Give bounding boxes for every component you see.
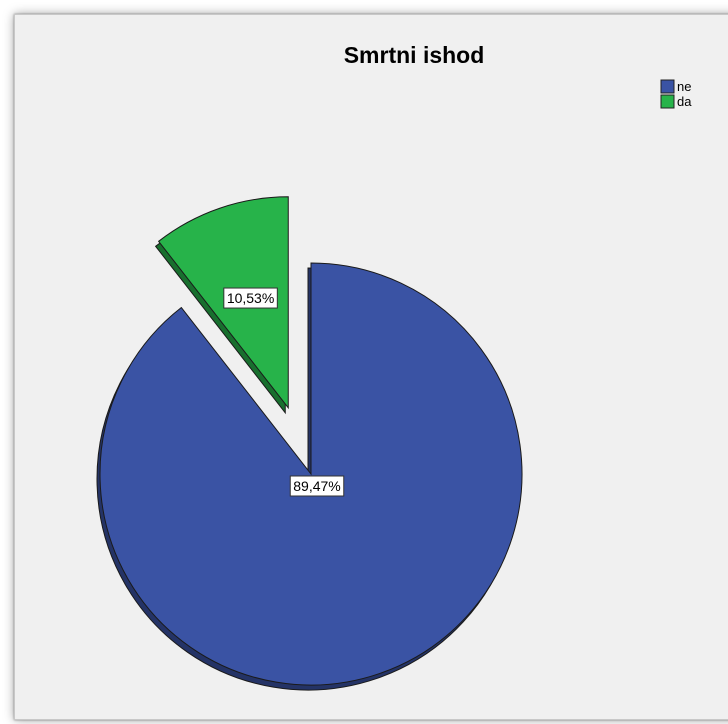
data-label-box-da [223, 287, 278, 309]
pie-slice-ne [99, 262, 523, 686]
data-labels: 89,47% 10,53% [223, 287, 345, 497]
pie-slices [96, 196, 523, 691]
legend-label-da: da [677, 94, 692, 109]
data-label-da: 10,53% [227, 290, 274, 306]
chart-title: Smrtni ishod [344, 42, 485, 68]
legend-swatch-ne [660, 79, 675, 94]
data-label-box-ne [289, 475, 345, 497]
legend-swatch-da [660, 94, 675, 109]
data-label-ne: 89,47% [293, 478, 340, 494]
legend-label-ne: ne [677, 79, 691, 94]
